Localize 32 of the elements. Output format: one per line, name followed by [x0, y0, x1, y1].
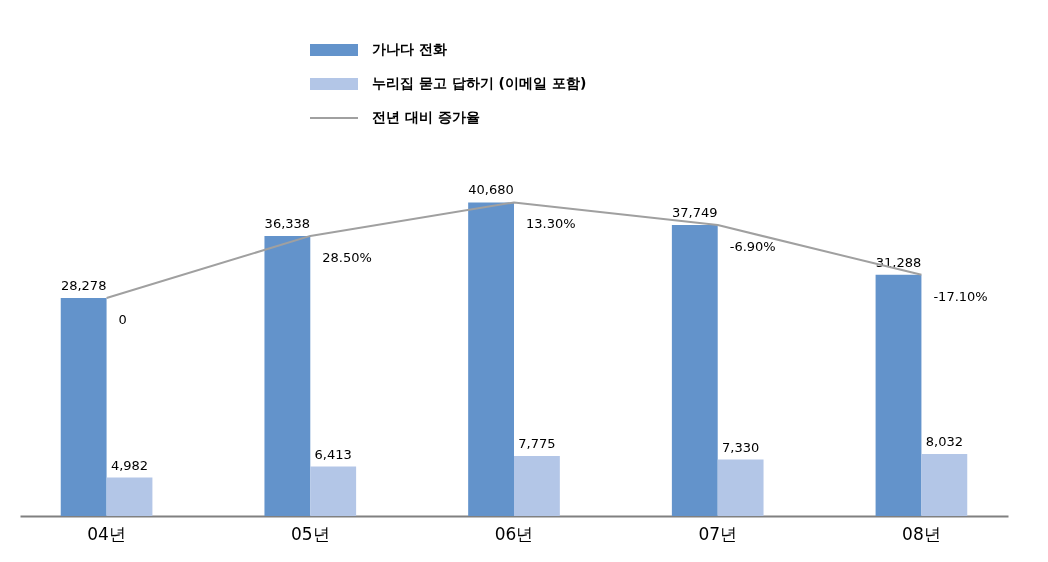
bar — [310, 466, 357, 516]
bar — [717, 459, 764, 516]
data-label: 40,680 — [468, 182, 514, 198]
data-label: 28,278 — [60, 278, 107, 294]
data-label: 7,775 — [518, 436, 556, 452]
annotation: -17.10% — [933, 288, 988, 304]
bar — [514, 456, 560, 516]
bar — [875, 274, 922, 516]
data-label: 4,982 — [110, 457, 149, 473]
legend-label: 전년 대비 증가율 — [372, 109, 480, 125]
annotation: 28.50% — [322, 249, 372, 265]
x-tick-label: 06년 — [494, 523, 534, 544]
annotation: -6.90% — [729, 239, 776, 255]
legend-label: 가나다 전화 — [372, 41, 447, 57]
data-label: 36,338 — [264, 215, 311, 231]
data-label: 37,749 — [672, 205, 718, 221]
bar — [106, 477, 153, 516]
bar — [671, 225, 718, 516]
bar — [264, 235, 311, 516]
data-label: 7,330 — [722, 439, 760, 455]
bar — [468, 202, 514, 516]
data-label: 6,413 — [314, 446, 352, 462]
data-label: 8,032 — [925, 434, 963, 450]
annotation: 0 — [118, 312, 127, 328]
x-tick-label: 05년 — [290, 523, 330, 544]
bar — [60, 298, 107, 516]
bar — [921, 454, 968, 516]
annotation: 13.30% — [526, 216, 576, 232]
x-tick-label: 08년 — [902, 523, 941, 544]
x-tick-label: 07년 — [698, 523, 738, 544]
legend-label: 누리집 묻고 답하기 (이메일 포함) — [372, 75, 587, 91]
x-tick-label: 04년 — [87, 523, 126, 544]
